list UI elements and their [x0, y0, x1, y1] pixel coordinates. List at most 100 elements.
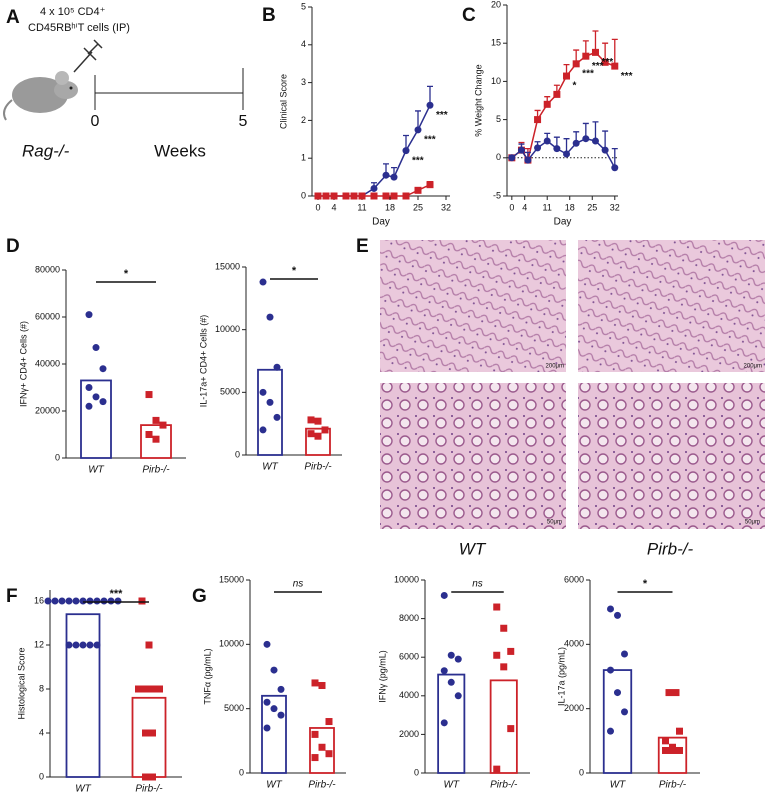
marker: [142, 773, 149, 781]
y-tick-label: 4: [39, 727, 44, 737]
y-tick-label: 0: [579, 767, 584, 777]
marker: [493, 603, 501, 611]
marker: [614, 689, 621, 697]
marker: [145, 391, 153, 399]
marker: [621, 708, 628, 716]
cells-text: 4 x 10⁵ CD4⁺: [40, 6, 106, 18]
histology: 200μm 200μm 50μm 50μm WT Pirb-/-: [380, 240, 765, 558]
marker: [534, 144, 542, 152]
marker: [572, 60, 580, 68]
x-tick-label: 18: [565, 202, 575, 212]
marker: [149, 773, 156, 781]
marker: [72, 641, 80, 649]
marker: [390, 192, 398, 200]
marker: [611, 62, 619, 70]
y-axis-label: IFNγ (pg/mL): [377, 650, 387, 703]
mean-bar: [602, 669, 633, 774]
marker: [454, 692, 462, 700]
marker: [142, 729, 149, 737]
marker: [370, 184, 378, 192]
x-tick-label: Pirb-/-: [490, 780, 518, 791]
marker: [447, 678, 455, 686]
x-axis-label: Day: [372, 217, 390, 228]
chart: 0 4 8 12 16 Histological Score WT Pirb-/- ***: [16, 588, 182, 793]
panel-label: B: [262, 5, 276, 26]
marker: [152, 435, 160, 443]
mean-bar: [305, 427, 331, 456]
chart: 0 5000 10000 15000 IL-17a+ CD4+ Cells (#) WT P…: [198, 261, 342, 473]
y-tick-label: 12: [34, 639, 44, 649]
marker: [672, 689, 680, 697]
marker: [86, 597, 94, 605]
marker: [572, 139, 580, 147]
marker: [591, 137, 599, 145]
marker: [277, 685, 285, 693]
marker: [440, 591, 448, 599]
marker: [273, 413, 281, 421]
marker: [44, 597, 52, 605]
timeline-unit: Weeks: [154, 141, 206, 160]
marker: [493, 651, 501, 659]
marker: [370, 192, 378, 200]
mean-bar: [131, 696, 167, 778]
marker: [582, 135, 590, 143]
marker: [99, 365, 107, 373]
panel-labels: A B C D E F G: [6, 5, 476, 607]
panel-label: A: [6, 7, 20, 28]
y-tick-label: 10000: [394, 574, 419, 584]
significance-label: ns: [293, 579, 304, 590]
marker: [330, 192, 338, 200]
schematic: 4 x 10⁵ CD4⁺ CD45RBʰⁱT cells (IP) 0 5 We…: [3, 6, 248, 160]
marker: [259, 388, 267, 396]
marker: [517, 146, 525, 154]
marker: [314, 192, 322, 200]
y-tick-label: 0: [239, 767, 244, 777]
y-tick-label: 20000: [35, 405, 60, 415]
mean-bar: [309, 727, 335, 774]
marker: [662, 746, 669, 754]
scale-bar-label: 50μm: [745, 520, 760, 526]
y-axis-label: IL-17a+ CD4+ Cells (#): [198, 315, 208, 408]
marker: [307, 416, 315, 424]
marker: [85, 311, 93, 319]
y-tick-label: 5000: [224, 703, 244, 713]
significance-label: ***: [424, 134, 436, 145]
significance-label: ***: [582, 68, 594, 79]
mean-bar: [437, 673, 466, 774]
panel-label: G: [192, 586, 207, 607]
y-tick-label: 8: [39, 683, 44, 693]
marker: [149, 685, 156, 693]
x-tick-label: Pirb-/-: [304, 462, 332, 473]
y-tick-label: 2000: [399, 729, 419, 739]
cells-text: CD45RBʰⁱT cells (IP): [28, 22, 130, 34]
marker: [145, 431, 153, 438]
marker: [607, 666, 614, 674]
marker: [322, 192, 330, 200]
y-tick-label: 0: [235, 449, 240, 459]
y-tick-label: 4000: [564, 639, 584, 649]
scale-bar-label: 200μm: [744, 364, 762, 370]
marker: [426, 101, 434, 109]
marker: [135, 685, 142, 693]
marker: [138, 597, 146, 605]
marker: [402, 147, 410, 155]
histology-image: [380, 240, 566, 372]
marker: [145, 641, 153, 649]
x-tick-label: WT: [443, 780, 459, 791]
y-tick-label: 0: [301, 190, 306, 200]
significance-label: ***: [601, 57, 613, 68]
x-tick-label: 32: [610, 202, 620, 212]
y-tick-label: 3: [301, 77, 306, 87]
marker: [93, 641, 101, 649]
marker: [270, 666, 278, 674]
marker: [307, 430, 315, 438]
marker: [543, 137, 551, 145]
significance-label: ns: [472, 579, 483, 590]
x-tick-label: Pirb-/-: [135, 784, 163, 793]
marker: [591, 48, 599, 56]
marker: [553, 145, 561, 153]
x-tick-label: Pirb-/-: [308, 780, 336, 791]
y-tick-label: 10000: [219, 639, 244, 649]
x-tick-label: 18: [385, 202, 395, 212]
